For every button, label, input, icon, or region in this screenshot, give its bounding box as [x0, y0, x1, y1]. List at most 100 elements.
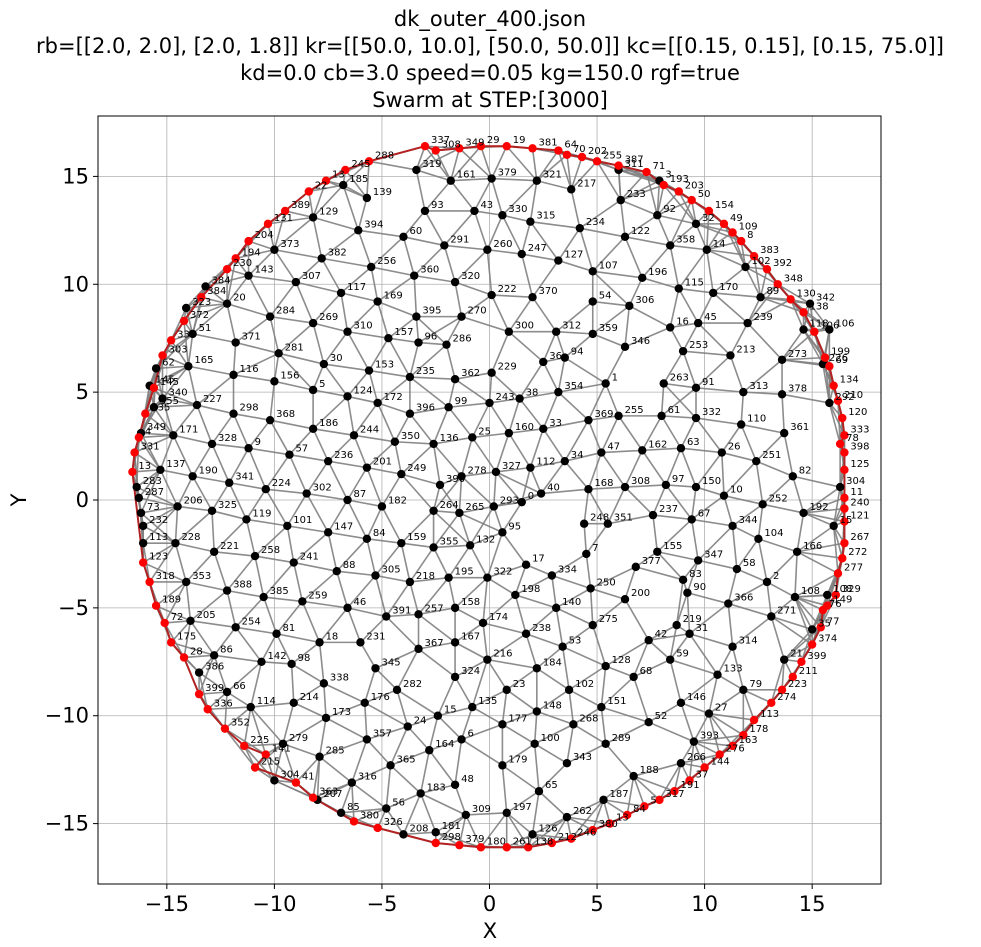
edge-line — [678, 287, 714, 294]
edge-line — [207, 691, 228, 710]
edge-line — [652, 514, 692, 521]
agent-point — [244, 444, 253, 453]
point-label: 237 — [659, 504, 678, 515]
edge-line — [680, 447, 722, 454]
edge-line — [328, 460, 368, 469]
edge-line — [564, 460, 590, 490]
edge-line — [673, 763, 682, 792]
edge-line — [172, 434, 194, 477]
perimeter-point — [577, 152, 587, 162]
edge-line — [433, 509, 460, 514]
edge-line — [340, 782, 353, 814]
edge-line — [558, 259, 593, 273]
edge-line — [336, 570, 376, 577]
edge-line — [419, 793, 437, 833]
edge-line — [211, 510, 215, 552]
edge-line — [620, 184, 665, 201]
agent-point — [483, 573, 492, 582]
point-label: 89 — [767, 286, 780, 297]
point-label: 173 — [332, 707, 351, 718]
agent-point — [736, 420, 746, 429]
edge-line — [501, 689, 508, 725]
perimeter-point — [749, 252, 759, 261]
edge-line — [728, 602, 772, 618]
edge-line — [755, 461, 764, 505]
edge-line — [588, 415, 619, 421]
edge-line — [781, 329, 805, 361]
perimeter-point — [308, 793, 318, 802]
edge-line — [433, 544, 471, 549]
edge-line — [460, 475, 495, 508]
edge-line — [370, 266, 379, 302]
edge-line — [695, 417, 723, 454]
agent-point — [412, 312, 421, 321]
point-label: 226 — [829, 353, 848, 364]
agent-point — [450, 780, 460, 789]
edge-line — [557, 227, 581, 261]
point-label: 18 — [326, 631, 339, 642]
edge-line — [570, 160, 598, 190]
edge-line — [632, 639, 650, 678]
edge-line — [661, 387, 697, 417]
point-label: 343 — [573, 752, 592, 763]
perimeter-point — [674, 187, 683, 196]
edge-line — [536, 710, 574, 726]
perimeter-point — [197, 293, 206, 302]
agent-point — [777, 390, 787, 399]
y-tick-label: −10 — [45, 704, 89, 728]
edge-line — [359, 615, 387, 643]
agent-point — [444, 573, 453, 582]
agent-point — [362, 463, 372, 472]
edge-line — [447, 379, 456, 408]
edge-line — [269, 281, 297, 318]
edge-line — [136, 486, 178, 508]
edge-line — [727, 568, 738, 604]
agent-point — [349, 431, 359, 440]
edge-line — [295, 281, 314, 324]
agent-point — [158, 394, 167, 403]
edge-line — [292, 562, 304, 602]
point-label: 164 — [435, 739, 454, 750]
agent-point — [483, 655, 492, 664]
edge-line — [486, 249, 493, 296]
point-label: 34 — [571, 450, 584, 461]
edge-line — [585, 523, 609, 555]
edge-line — [633, 775, 675, 792]
edge-line — [708, 712, 755, 721]
perimeter-point — [685, 776, 694, 785]
point-label: 322 — [493, 567, 512, 578]
point-label: 124 — [354, 385, 373, 396]
edge-line — [520, 467, 532, 503]
point-label: 147 — [334, 521, 353, 532]
agent-point — [414, 610, 423, 619]
edge-line — [269, 315, 314, 324]
point-label: 337 — [431, 135, 450, 146]
edge-line — [226, 302, 271, 318]
edge-line — [766, 551, 798, 583]
agent-point — [487, 174, 496, 183]
agent-point — [257, 657, 266, 666]
edge-line — [551, 575, 557, 608]
agent-point — [756, 293, 765, 302]
edge-line — [635, 551, 658, 568]
edge-line — [170, 641, 215, 657]
point-label: 59 — [676, 649, 689, 660]
agent-point — [644, 718, 653, 727]
edge-line — [336, 570, 349, 609]
edge-line — [368, 369, 411, 378]
agent-point — [403, 722, 412, 731]
agent-point — [777, 355, 787, 364]
perimeter-point — [816, 623, 825, 632]
edge-line — [265, 754, 276, 781]
point-label: 128 — [612, 655, 631, 666]
edge-line — [803, 497, 845, 514]
edge-line — [437, 676, 456, 717]
edge-line — [366, 506, 383, 540]
edge-line — [493, 492, 542, 508]
agent-point — [399, 232, 408, 242]
edge-line — [837, 400, 841, 444]
edge-line — [213, 551, 228, 591]
edge-line — [415, 145, 426, 171]
edge-line — [632, 676, 650, 723]
point-label: 268 — [579, 713, 598, 724]
